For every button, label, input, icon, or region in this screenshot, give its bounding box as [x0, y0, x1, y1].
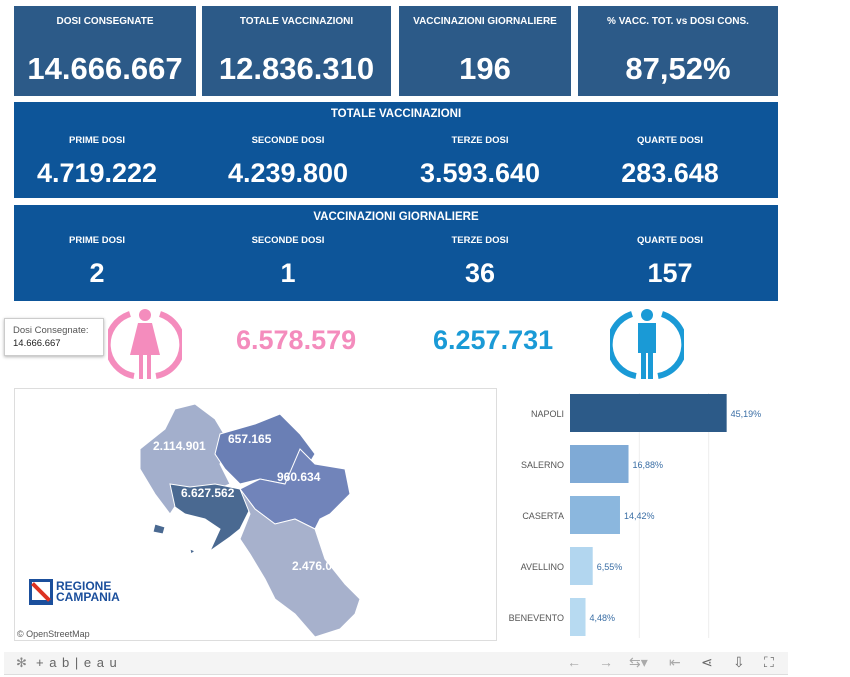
undo-icon[interactable]: ← — [567, 654, 581, 670]
kpi-tile[interactable]: VACCINAZIONI GIORNALIERE 196 — [399, 6, 571, 96]
province-napoli[interactable] — [152, 483, 251, 555]
tableau-brand: + a b | e a u — [36, 655, 118, 670]
reset-icon[interactable]: ⇤ — [669, 654, 681, 670]
dose-value: 4.719.222 — [36, 158, 158, 188]
category-label: SALERNO — [521, 460, 564, 470]
kpi-label: DOSI CONSEGNATE — [56, 16, 154, 27]
bar-salerno[interactable] — [570, 445, 629, 483]
band-title: VACCINAZIONI GIORNALIERE — [313, 211, 479, 223]
dose-stat: SECONDE DOSI 4.239.800 — [193, 135, 383, 189]
category-label: BENEVENTO — [509, 613, 564, 623]
campania-map[interactable]: 2.114.901 657.165 960.634 6.627.562 2.476.04… — [14, 388, 497, 641]
dose-stat: PRIME DOSI 4.719.222 — [2, 135, 192, 189]
tooltip: Dosi Consegnate: 14.666.667 — [4, 318, 104, 356]
value-label: 14,42% — [624, 511, 655, 521]
female-icon — [108, 309, 182, 379]
bar-napoli[interactable] — [570, 394, 727, 432]
male-icon — [610, 309, 684, 379]
kpi-tile[interactable]: % VACC. TOT. vs DOSI CONS. 87,52% — [578, 6, 778, 96]
dose-label: PRIME DOSI — [69, 235, 125, 246]
dose-label: TERZE DOSI — [451, 135, 509, 146]
dose-value: 3.593.640 — [419, 158, 541, 188]
dose-stat: SECONDE DOSI 1 — [193, 235, 383, 289]
value-label: 45,19% — [731, 409, 762, 419]
dose-value: 1 — [280, 258, 296, 288]
province-salerno[interactable] — [239, 488, 361, 638]
kpi-tile[interactable]: DOSI CONSEGNATE 14.666.667 — [14, 6, 196, 96]
vaccinazioni-giornaliere-band: VACCINAZIONI GIORNALIERE PRIME DOSI 2 SECO… — [14, 205, 778, 301]
kpi-value: 12.836.310 — [218, 51, 375, 86]
download-icon[interactable]: ⇩ — [733, 654, 745, 670]
province-value-label: 657.165 — [228, 432, 272, 446]
fullscreen-icon[interactable]: ⛶ — [764, 654, 774, 670]
dose-value: 283.648 — [621, 158, 719, 188]
kpi-label: % VACC. TOT. vs DOSI CONS. — [607, 16, 749, 27]
logo-emblem-icon — [29, 579, 53, 605]
dose-stat: QUARTE DOSI 283.648 — [575, 135, 765, 189]
dose-value: 4.239.800 — [227, 158, 349, 188]
regione-campania-logo: REGIONE CAMPANIA — [29, 579, 126, 605]
value-label: 6,55% — [597, 562, 623, 572]
logo-text: REGIONE CAMPANIA — [56, 579, 120, 604]
category-label: AVELLINO — [521, 562, 564, 572]
dose-value: 2 — [89, 258, 105, 288]
province-value-label: 2.476.048 — [292, 559, 346, 573]
dose-label: SECONDE DOSI — [251, 235, 325, 246]
tableau-logo-icon: ✻ — [16, 655, 27, 670]
kpi-tile[interactable]: TOTALE VACCINAZIONI 12.836.310 — [202, 6, 391, 96]
tooltip-label: Dosi Consegnate: — [13, 325, 89, 336]
kpi-value: 196 — [459, 51, 511, 86]
dose-stat: TERZE DOSI 3.593.640 — [385, 135, 575, 189]
category-label: CASERTA — [522, 511, 564, 521]
bar-caserta[interactable] — [570, 496, 620, 534]
dose-value: 36 — [464, 258, 496, 288]
dose-label: PRIME DOSI — [69, 135, 125, 146]
share-icon[interactable]: ⋖ — [701, 654, 713, 670]
dose-stat: PRIME DOSI 2 — [2, 235, 192, 289]
map-attribution[interactable]: © OpenStreetMap — [17, 629, 90, 639]
value-label: 16,88% — [633, 460, 664, 470]
kpi-value: 87,52% — [625, 51, 731, 86]
tooltip-value: 14.666.667 — [13, 338, 61, 349]
redo-icon[interactable]: → — [599, 654, 613, 670]
dose-label: QUARTE DOSI — [637, 235, 703, 246]
dose-label: QUARTE DOSI — [637, 135, 703, 146]
totale-vaccinazioni-band: TOTALE VACCINAZIONI PRIME DOSI 4.719.222 S… — [14, 102, 778, 198]
dose-stat: QUARTE DOSI 157 — [575, 235, 765, 289]
kpi-label: VACCINAZIONI GIORNALIERE — [413, 16, 557, 27]
dose-value: 157 — [647, 258, 693, 288]
band-title: TOTALE VACCINAZIONI — [330, 108, 462, 120]
tableau-toolbar: ✻ + a b | e a u ← → ⇆▾ ⇤ ⋖ ⇩ ⛶ — [4, 652, 788, 675]
bar-avellino[interactable] — [570, 547, 593, 585]
province-value-label: 6.627.562 — [181, 486, 235, 500]
dose-label: SECONDE DOSI — [251, 135, 325, 146]
male-count: 6.257.731 — [433, 325, 554, 355]
revert-icon[interactable]: ⇆▾ — [629, 654, 648, 670]
value-label: 4,48% — [590, 613, 616, 623]
dose-stat: TERZE DOSI 36 — [385, 235, 575, 289]
kpi-value: 14.666.667 — [27, 51, 183, 86]
province-bar-chart: NAPOLI 45,19% SALERNO 16,88% CASERTA 14,42% AV… — [509, 393, 762, 638]
kpi-label: TOTALE VACCINAZIONI — [239, 16, 354, 27]
female-count: 6.578.579 — [236, 325, 357, 355]
bar-benevento[interactable] — [570, 598, 586, 636]
dose-label: TERZE DOSI — [451, 235, 509, 246]
category-label: NAPOLI — [531, 409, 564, 419]
province-value-label: 960.634 — [277, 470, 321, 484]
province-value-label: 2.114.901 — [153, 439, 206, 453]
